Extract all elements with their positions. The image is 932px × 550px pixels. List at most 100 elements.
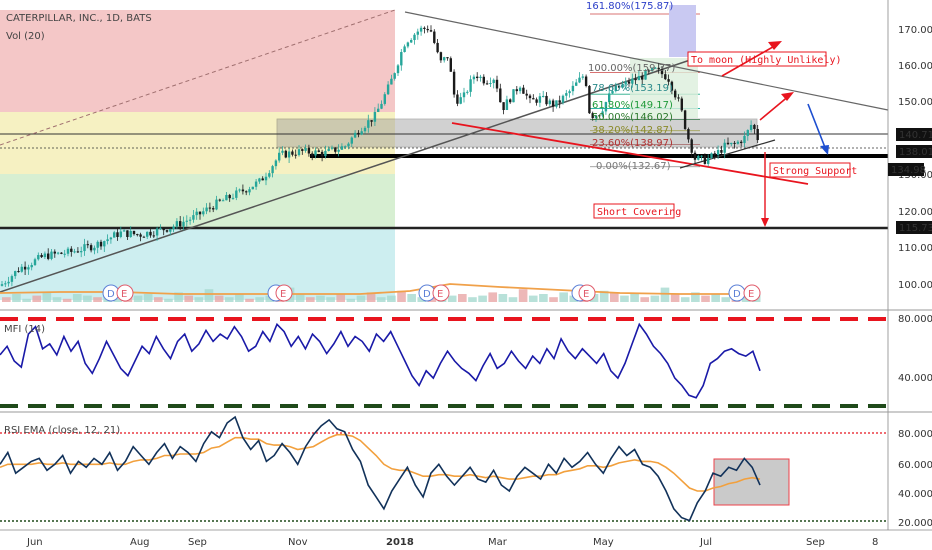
- volume-bar: [691, 292, 700, 302]
- candle-body: [710, 153, 713, 158]
- fib-label-50: 50.00%(146.02): [592, 112, 673, 123]
- candle-body: [664, 74, 667, 80]
- event-marker-e[interactable]: [275, 284, 293, 302]
- candle-body: [591, 113, 594, 118]
- candle-body: [489, 83, 492, 85]
- candle-body: [202, 211, 205, 215]
- mfi-line: [0, 322, 761, 399]
- candle-body: [459, 97, 462, 104]
- volume-bar: [458, 294, 467, 302]
- candle-body: [330, 147, 334, 149]
- volume-bar: [2, 297, 11, 302]
- mfi-label[interactable]: MFI (14): [4, 324, 45, 335]
- candle-body: [353, 132, 357, 138]
- candle-body: [749, 124, 753, 131]
- event-marker-e[interactable]: [743, 284, 761, 302]
- candle-body: [551, 100, 555, 107]
- short-covering-box: [593, 203, 675, 219]
- candle-body: [472, 76, 476, 80]
- volume-bar: [407, 294, 416, 302]
- candle-body: [419, 27, 423, 32]
- rsi-tick: 80.0000: [898, 429, 932, 440]
- candle-body: [601, 111, 604, 116]
- candle-body: [502, 102, 505, 111]
- candle-body: [40, 254, 43, 258]
- candle-body: [248, 189, 251, 193]
- volume-bar: [93, 297, 102, 302]
- volume-bar: [589, 294, 599, 302]
- candle-body: [390, 78, 393, 85]
- volume-bar: [356, 295, 366, 302]
- rsi-line: [0, 415, 761, 522]
- candle-body: [707, 157, 710, 164]
- candle-body: [446, 57, 449, 59]
- short-covering-label: Short Covering: [597, 207, 681, 218]
- price-tag-115: [896, 221, 932, 234]
- price-axis: 170.00 160.00 150.00 140.00 130.00 120.0…: [887, 0, 932, 530]
- volume-bar: [397, 290, 406, 302]
- candle-body: [578, 77, 581, 83]
- candle-body: [304, 147, 307, 151]
- symbol-title[interactable]: CATERPILLAR, INC., 1D, BATS: [6, 13, 152, 24]
- candle-body: [393, 73, 396, 79]
- candle-body: [344, 146, 347, 148]
- candle-body: [683, 110, 687, 129]
- candle-body: [469, 79, 472, 92]
- event-marker-e[interactable]: [578, 284, 596, 302]
- candle-body: [70, 248, 73, 252]
- candle-body: [558, 100, 561, 103]
- fib-label-0: 0.00%(132.67): [596, 161, 671, 172]
- volume-bar: [224, 297, 234, 302]
- volume-bar: [366, 292, 376, 302]
- candle-body: [116, 232, 119, 237]
- fib-label-161: 161.80%(175.87): [586, 1, 673, 12]
- short-channel-line: [679, 139, 776, 169]
- event-marker-e[interactable]: [116, 284, 134, 302]
- volume-bar: [245, 298, 254, 302]
- candle-body: [423, 27, 426, 29]
- candle-body: [713, 153, 716, 156]
- consolidation-box: [276, 118, 758, 148]
- fib-band-green: [0, 174, 395, 228]
- volume-bar: [214, 295, 224, 302]
- candle-body: [723, 142, 726, 153]
- candle-body: [680, 98, 683, 111]
- event-marker-e[interactable]: [432, 284, 450, 302]
- candle-body: [301, 149, 304, 151]
- candle-body: [103, 241, 106, 247]
- candle-body: [631, 78, 634, 84]
- candle-body: [433, 31, 436, 43]
- candle-body: [179, 221, 182, 227]
- candle-body: [482, 76, 485, 84]
- candle-body: [337, 149, 340, 152]
- candle-body: [370, 120, 373, 122]
- volume-bar: [376, 297, 386, 302]
- candle-body: [294, 154, 297, 156]
- candle-body: [670, 81, 674, 91]
- candle-body: [149, 231, 152, 236]
- candle-body: [182, 221, 185, 227]
- volume-bar: [295, 294, 305, 302]
- red-channel-line: [451, 122, 809, 185]
- candle-body: [155, 228, 159, 236]
- candle-body: [363, 127, 367, 132]
- rsi-tick: 20.0000: [898, 518, 932, 529]
- candle-body: [716, 150, 720, 156]
- event-marker-e-label: E: [437, 289, 443, 300]
- volume-label[interactable]: Vol (20): [6, 31, 45, 42]
- rsi-ema-line: [0, 433, 761, 492]
- candle-body: [584, 76, 588, 86]
- candle-body: [136, 234, 139, 236]
- fib-label-382: 38.20%(142.87): [592, 125, 673, 136]
- candle-body: [357, 132, 360, 135]
- candle-body: [66, 248, 70, 254]
- candle-body: [146, 231, 149, 237]
- fib-label-786: 78.60%(153.19): [592, 83, 673, 94]
- rsi-label[interactable]: RSI EMA (close, 12, 21): [4, 425, 120, 436]
- candle-body: [324, 150, 327, 157]
- candle-body: [571, 85, 575, 92]
- candle-body: [756, 128, 759, 141]
- candle-body: [10, 276, 14, 282]
- volume-bar: [539, 294, 548, 302]
- candle-body: [561, 95, 565, 103]
